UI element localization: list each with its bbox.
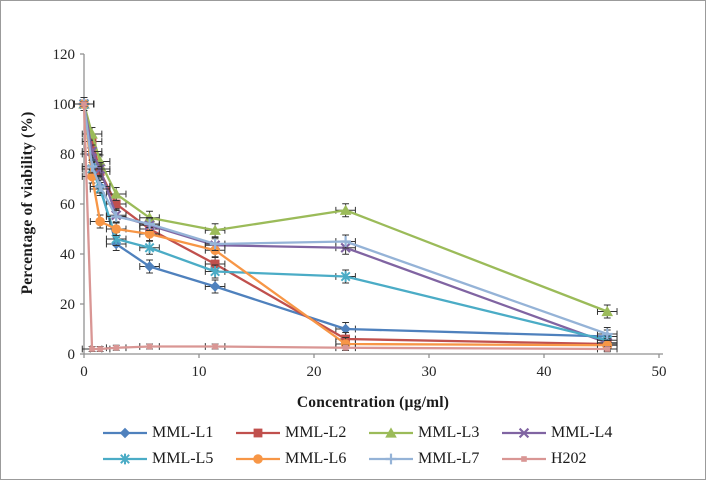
legend-key-square (236, 428, 280, 438)
asterisk-marker (210, 266, 221, 277)
legend-item-MML-L3: MML-L3 (368, 420, 501, 446)
legend-label: MML-L7 (418, 450, 480, 467)
diamond-marker (340, 323, 351, 335)
legend-item-H202: H202 (501, 446, 634, 472)
asterisk-marker (120, 453, 130, 465)
legend-item-MML-L4: MML-L4 (501, 420, 634, 446)
y-tick-label: 80 (60, 147, 75, 163)
legend-label: H202 (551, 450, 587, 467)
x-tick-label: 10 (192, 364, 207, 380)
diamond-marker (209, 281, 221, 292)
legend-key-asterisk (103, 453, 147, 465)
plus-marker (110, 211, 122, 222)
series-line-MML-L6 (82, 102, 609, 347)
y-tick-label: 120 (53, 47, 76, 63)
x-marker (518, 427, 530, 439)
small-square-marker (521, 456, 527, 462)
series-line-MML-L1 (82, 102, 609, 338)
y-tick-label: 60 (60, 197, 75, 213)
legend-label: MML-L4 (551, 424, 613, 441)
small-square-marker (81, 101, 87, 107)
legend-item-MML-L5: MML-L5 (102, 446, 235, 472)
circle-marker (144, 229, 155, 239)
x-tick-label: 50 (652, 364, 667, 380)
x-tick-label: 30 (422, 364, 437, 380)
legend-label: MML-L2 (285, 424, 347, 441)
square-marker (87, 137, 97, 146)
legend-label: MML-L1 (152, 424, 214, 441)
triangle-marker (339, 204, 352, 215)
square-marker (253, 428, 263, 438)
legend-key-diamond (103, 427, 147, 439)
legend-key-circle (236, 454, 280, 464)
square-marker (210, 259, 220, 269)
diamond-marker (119, 427, 131, 439)
circle-marker (253, 454, 263, 464)
legend-label: MML-L6 (285, 450, 347, 467)
small-square-marker (342, 344, 349, 351)
circle-marker (95, 216, 105, 227)
legend-key-triangle (369, 427, 413, 438)
square-marker (111, 199, 121, 209)
triangle-marker (209, 224, 221, 235)
legend-key-small-square (502, 456, 546, 462)
plus-marker (86, 161, 98, 172)
y-axis-title: Percentage of viability (%) (19, 111, 36, 295)
asterisk-marker (144, 242, 155, 254)
plus-marker (385, 453, 397, 465)
triangle-marker (385, 427, 397, 438)
plus-marker (94, 181, 106, 192)
x-tick-label: 20 (307, 364, 322, 380)
legend-label: MML-L5 (152, 450, 214, 467)
triangle-marker (110, 188, 122, 199)
plus-marker (144, 218, 155, 230)
small-square-marker (113, 344, 119, 351)
small-square-marker (212, 343, 218, 350)
diamond-marker (144, 261, 155, 272)
small-square-marker (97, 346, 103, 352)
x-axis-title: Concentration (µg/ml) (296, 394, 450, 411)
legend-key-plus (369, 453, 413, 465)
legend-key-x (502, 427, 546, 439)
legend-label: MML-L3 (418, 424, 480, 441)
asterisk-marker (340, 271, 351, 282)
y-tick-label: 20 (60, 297, 75, 313)
legend-item-MML-L7: MML-L7 (368, 446, 501, 472)
y-tick-label: 100 (53, 97, 76, 113)
legend-item-MML-L2: MML-L2 (235, 420, 368, 446)
small-square-marker (89, 346, 95, 352)
series-line-MML-L5 (82, 102, 609, 342)
plus-marker (340, 236, 352, 247)
legend: MML-L1 MML-L2 MML-L3 MML-L4 MML-L5 MML-L6 MML-… (102, 420, 634, 472)
series-line-MML-L2 (82, 102, 609, 346)
x-tick-label: 0 (80, 364, 88, 380)
circle-marker (111, 224, 121, 234)
plus-marker (209, 238, 221, 250)
plus-marker (601, 328, 613, 340)
legend-item-MML-L6: MML-L6 (235, 446, 368, 472)
series-line-H202 (82, 102, 609, 351)
x-tick-label: 40 (537, 364, 552, 380)
y-tick-label: 40 (60, 247, 75, 263)
series-line-MML-L7 (82, 102, 609, 336)
legend-item-MML-L1: MML-L1 (102, 420, 235, 446)
triangle-marker (601, 305, 614, 317)
y-tick-label: 0 (68, 347, 76, 363)
small-square-marker (146, 343, 153, 350)
small-square-marker (604, 346, 611, 352)
